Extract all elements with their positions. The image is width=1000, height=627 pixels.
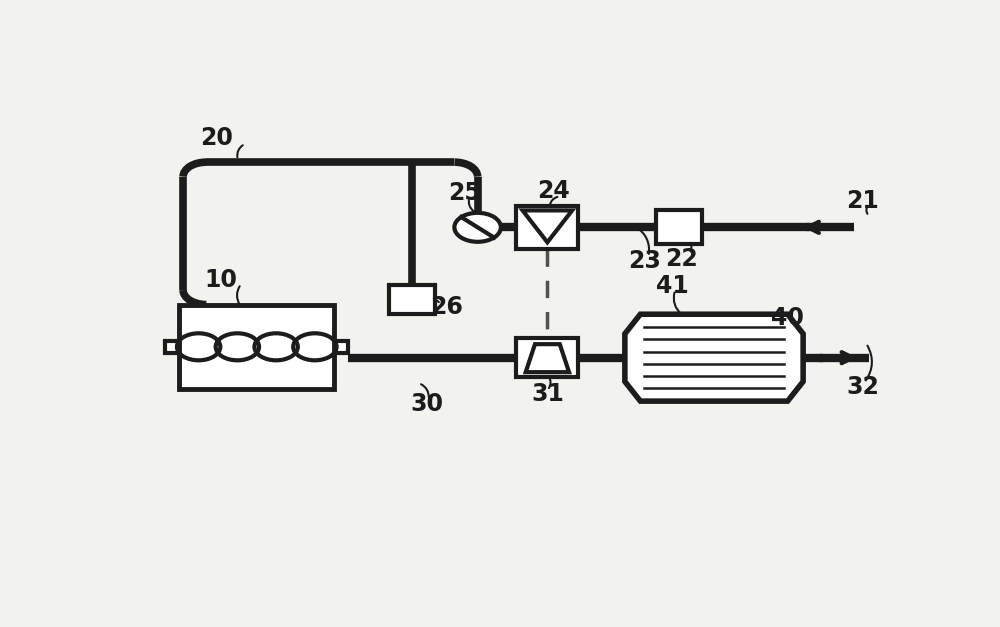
Text: 26: 26	[430, 295, 463, 319]
Text: 41: 41	[656, 274, 689, 298]
Text: 10: 10	[204, 268, 237, 292]
Bar	[516, 339, 578, 377]
Text: 32: 32	[846, 375, 879, 399]
Bar	[656, 211, 702, 244]
Text: 22: 22	[665, 246, 698, 271]
Text: 24: 24	[537, 179, 570, 203]
Text: 30: 30	[411, 391, 444, 416]
Text: 25: 25	[448, 181, 481, 204]
Bar	[516, 206, 578, 249]
Text: 23: 23	[628, 249, 661, 273]
Text: 31: 31	[531, 382, 564, 406]
Bar	[165, 341, 179, 353]
Bar	[334, 341, 348, 353]
Bar	[388, 285, 435, 314]
Polygon shape	[625, 314, 803, 401]
Circle shape	[454, 213, 501, 242]
Text: 21: 21	[846, 189, 879, 213]
Text: 40: 40	[771, 305, 804, 330]
Text: 20: 20	[200, 126, 233, 150]
Bar	[179, 305, 334, 389]
